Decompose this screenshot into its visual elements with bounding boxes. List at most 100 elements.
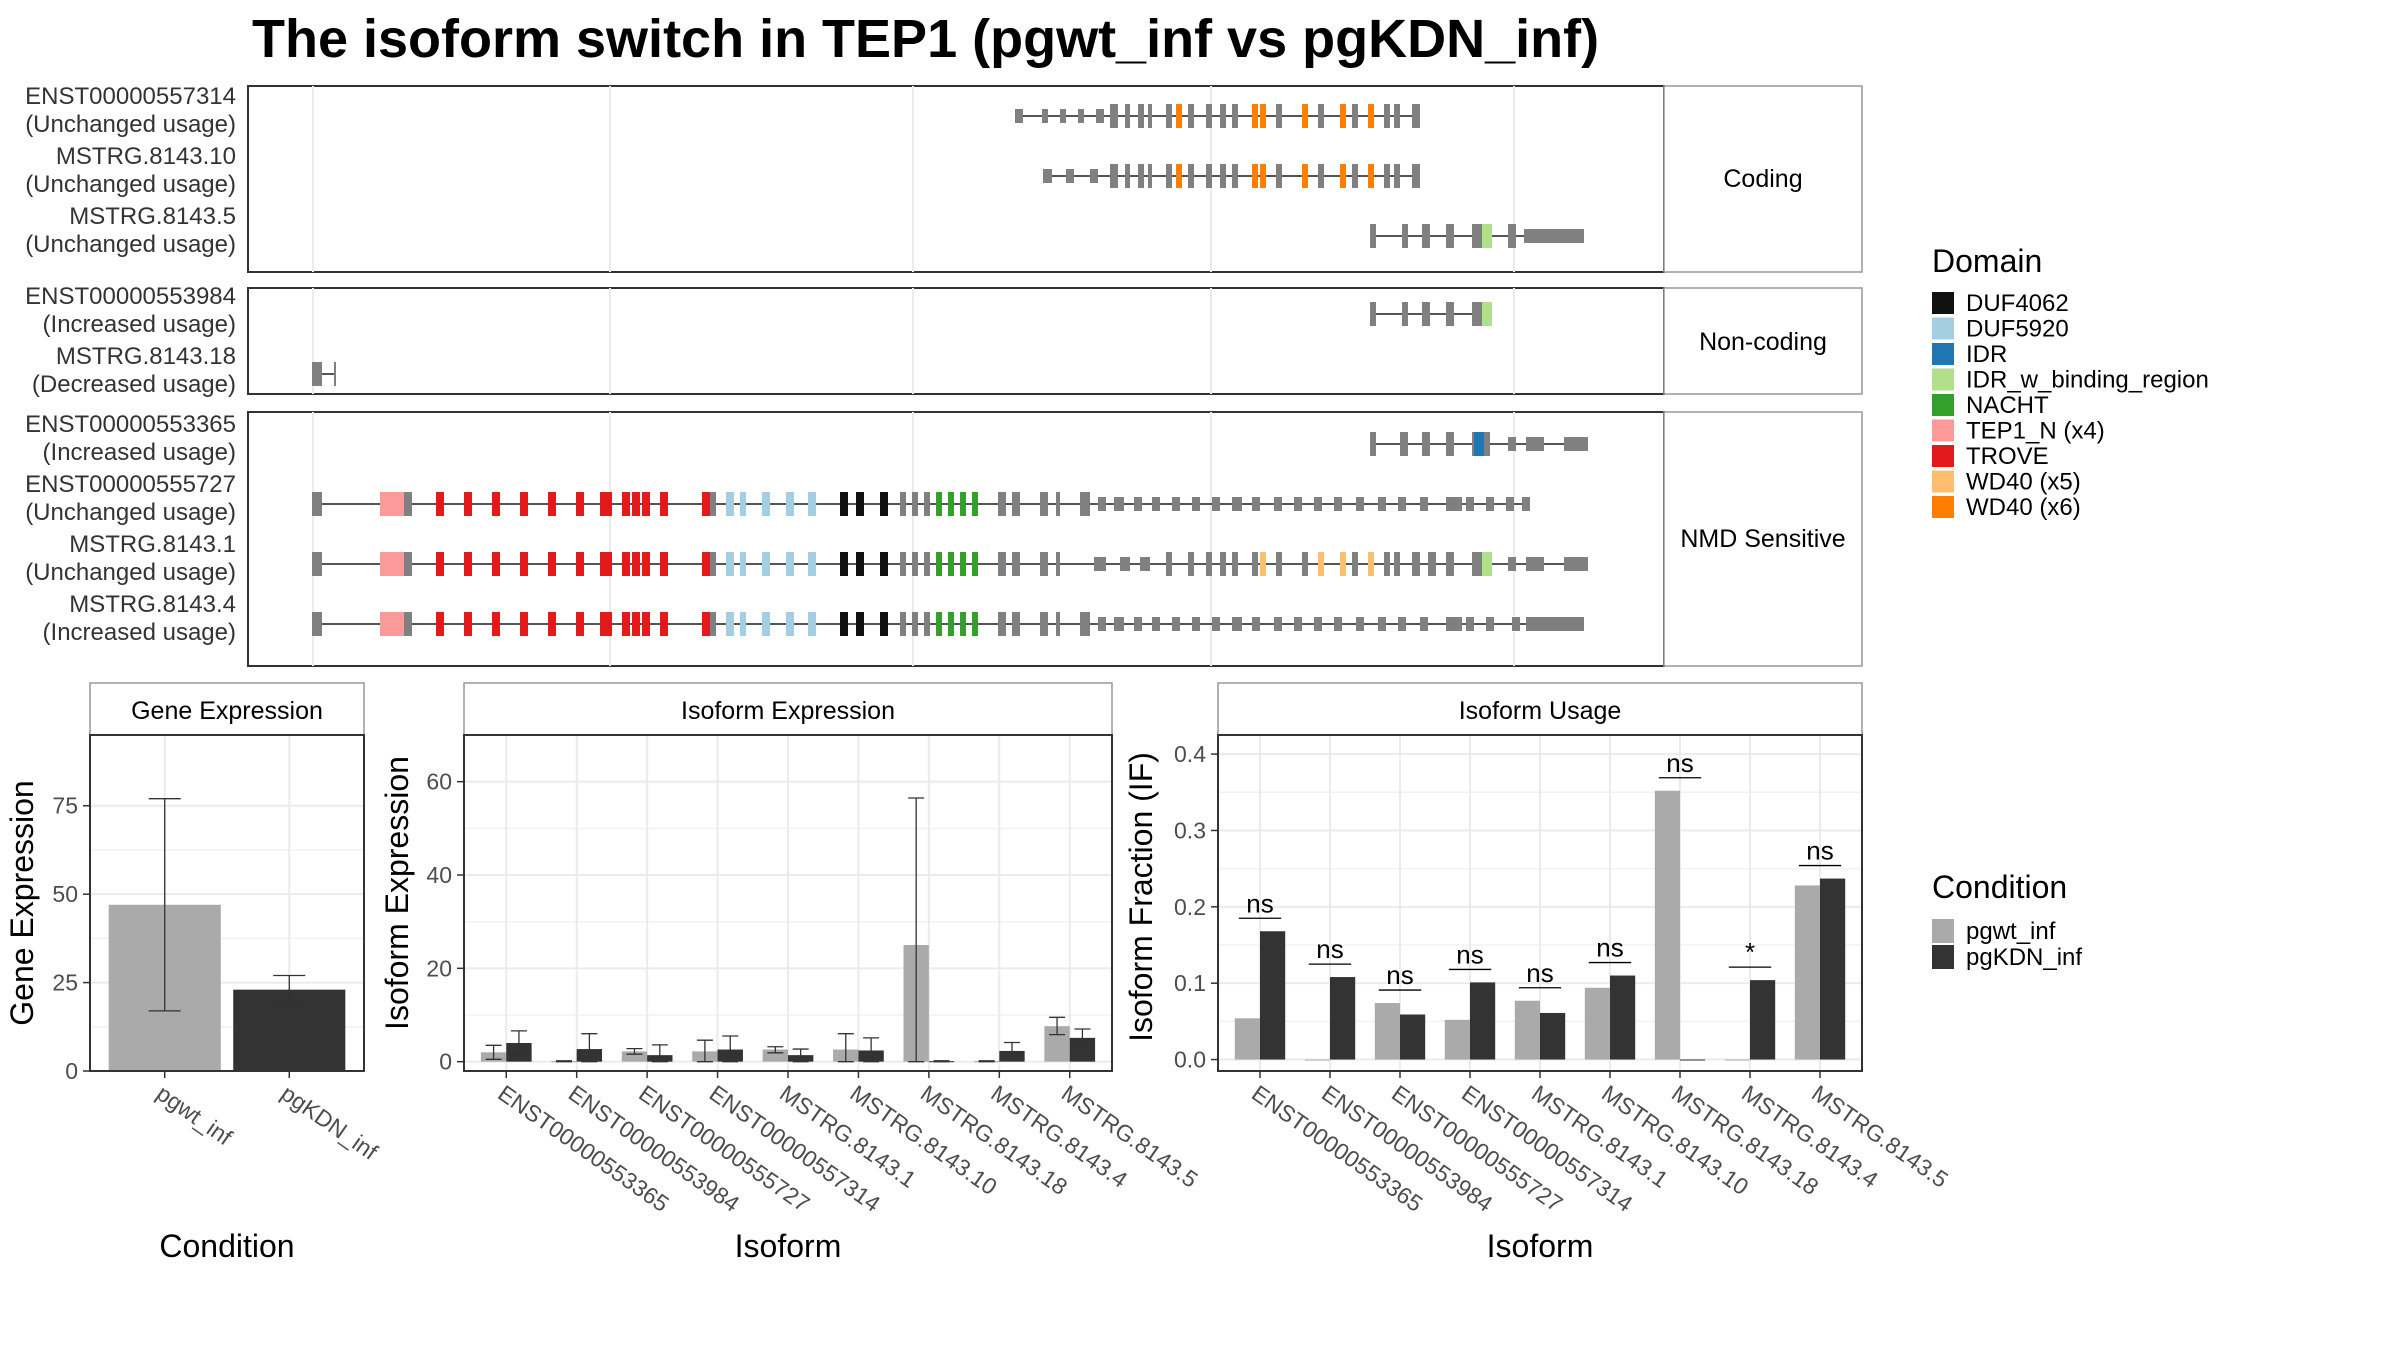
exon-block — [1120, 557, 1130, 571]
significance-label: ns — [1456, 939, 1483, 969]
exon-block — [1352, 552, 1358, 576]
domain-legend-swatch — [1932, 470, 1954, 493]
exon-block — [1446, 432, 1454, 456]
exon-block — [900, 492, 906, 516]
exon-block — [1260, 164, 1266, 188]
exon-block — [880, 612, 888, 636]
structure-plot: Coding Non-coding NMD Sensitive ENST0000… — [25, 83, 1863, 667]
exon-block — [1428, 552, 1436, 576]
exon-block — [1252, 164, 1258, 188]
exon-block — [762, 612, 770, 636]
exon-block — [642, 492, 650, 516]
isoform-expression-chart: Isoform Expression Isoform Isoform Expre… — [379, 682, 1203, 1264]
exon-block — [1472, 224, 1482, 248]
bar-pgwt_inf — [1654, 790, 1680, 1060]
bar-pgKDN_inf — [1470, 982, 1496, 1060]
exon-block — [808, 552, 816, 576]
exon-block — [840, 612, 848, 636]
exon-block — [702, 492, 710, 516]
exon-block — [856, 612, 864, 636]
figure-title: The isoform switch in TEP1 (pgwt_inf vs … — [252, 9, 1599, 69]
domain-legend-swatch — [1932, 445, 1954, 467]
exon-block — [1056, 492, 1060, 516]
isoform-usage-chart: Isoform Usage Isoform Isoform Fraction (… — [1123, 682, 1953, 1264]
exon-block — [1276, 104, 1282, 128]
exon-block — [1040, 552, 1048, 576]
exon-block — [808, 612, 816, 636]
exon-block — [1318, 552, 1324, 576]
domain-legend-label: IDR — [1966, 341, 2007, 368]
isoform-label-name: MSTRG.8143.1 — [69, 531, 236, 558]
isoform-expression-strip — [463, 682, 1113, 736]
exon-block — [912, 552, 918, 576]
nmd-tracks — [312, 412, 1588, 666]
exon-block — [880, 552, 888, 576]
exon-block — [840, 492, 848, 516]
bar-pgwt_inf — [621, 1051, 648, 1062]
y-tick-label: 25 — [52, 970, 78, 996]
exon-block — [436, 492, 444, 516]
exon-block — [1166, 164, 1172, 188]
exon-block — [660, 552, 668, 576]
exon-block — [436, 612, 444, 636]
exon-block — [786, 612, 794, 636]
isoform-label-usage: (Unchanged usage) — [25, 171, 236, 198]
significance-label: ns — [1316, 934, 1343, 964]
y-tick-label: 40 — [426, 862, 452, 888]
y-tick-label: 0.3 — [1174, 817, 1206, 843]
exon-block — [1294, 497, 1302, 511]
exon-block — [548, 552, 556, 576]
exon-block — [1412, 552, 1420, 576]
isoform-label-usage: (Decreased usage) — [32, 371, 236, 398]
bar-pgwt_inf — [1794, 885, 1820, 1060]
exon-block — [1140, 557, 1150, 571]
noncoding-tracks — [312, 288, 1515, 394]
bar-pgwt_inf — [1304, 1059, 1330, 1061]
condition-legend-swatch — [1932, 945, 1954, 969]
exon-block — [960, 552, 966, 576]
exon-block — [520, 612, 528, 636]
exon-block — [388, 612, 398, 636]
isoform-label-name: MSTRG.8143.18 — [56, 343, 236, 370]
exon-block — [1356, 497, 1364, 511]
bar-pgKDN_inf — [1680, 1059, 1706, 1061]
exon-block — [1096, 109, 1104, 123]
exon-block — [398, 612, 404, 636]
bar-pgKDN_inf — [1610, 975, 1636, 1060]
exon-block — [1080, 612, 1090, 636]
exon-block — [1232, 164, 1238, 188]
exon-block — [1232, 497, 1242, 511]
exon-block — [1012, 552, 1020, 576]
exon-block — [1134, 497, 1142, 511]
bar-pgKDN_inf — [1260, 931, 1286, 1060]
isoform-label-usage: (Increased usage) — [43, 439, 236, 466]
exon-block — [1526, 617, 1584, 631]
exon-block — [1040, 612, 1048, 636]
exon-block — [1212, 617, 1220, 631]
exon-block — [1474, 432, 1484, 456]
exon-block — [632, 552, 640, 576]
exon-block — [1508, 557, 1516, 571]
domain-legend-swatch — [1932, 292, 1954, 314]
isoform-labels: ENST00000557314(Unchanged usage)MSTRG.81… — [25, 83, 236, 646]
exon-block — [1015, 109, 1023, 123]
exon-block — [1056, 552, 1060, 576]
exon-block — [1148, 104, 1152, 128]
exon-block — [1192, 497, 1200, 511]
exon-block — [1394, 104, 1400, 128]
exon-block — [1176, 104, 1182, 128]
exon-block — [924, 612, 930, 636]
exon-block — [710, 492, 716, 516]
domain-legend-swatch — [1932, 419, 1954, 442]
isoform-label-name: ENST00000553365 — [25, 411, 236, 438]
coding-tracks — [312, 86, 1584, 272]
exon-block — [520, 492, 528, 516]
exon-block — [622, 612, 630, 636]
isoform-expression-panel-title: Isoform Expression — [681, 697, 895, 725]
exon-block — [632, 612, 640, 636]
exon-block — [1486, 432, 1490, 456]
exon-block — [998, 492, 1006, 516]
domain-legend-label: DUF4062 — [1966, 290, 2069, 317]
exon-block — [1378, 617, 1386, 631]
exon-block — [1110, 104, 1118, 128]
